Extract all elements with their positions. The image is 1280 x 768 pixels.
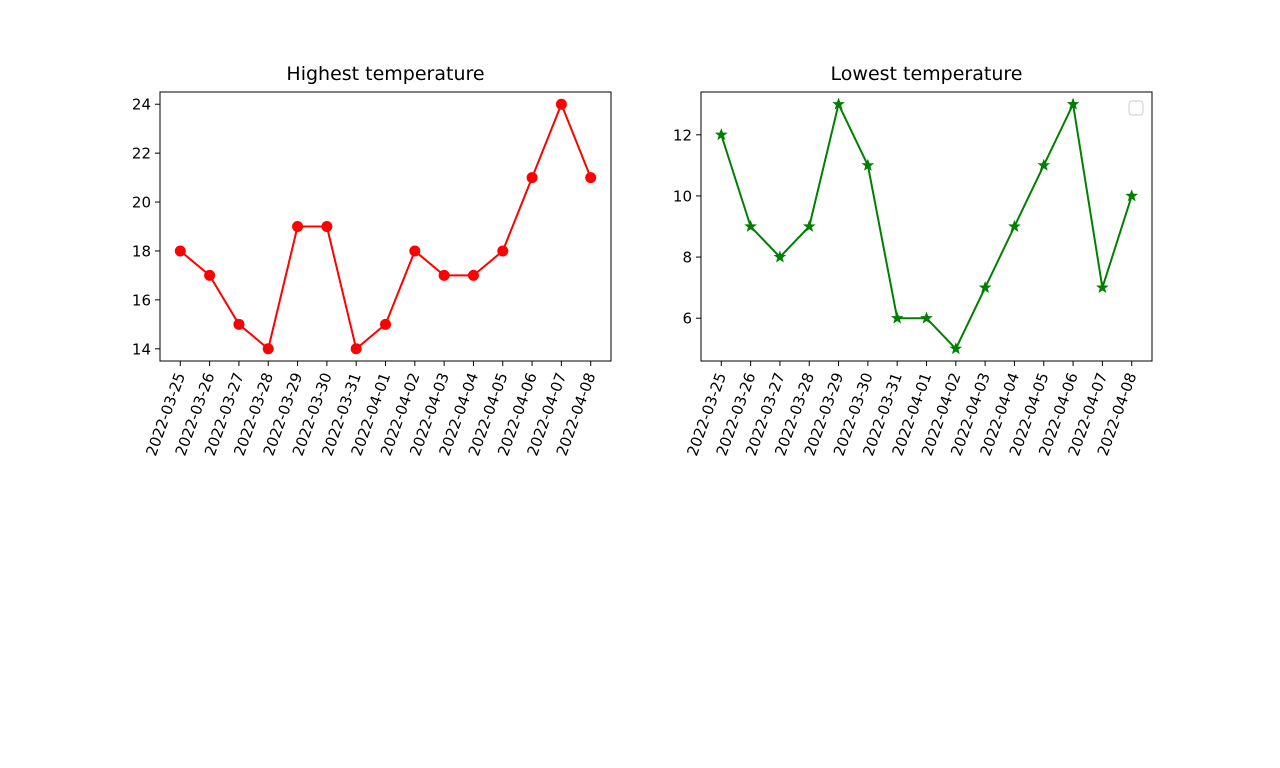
data-point	[262, 343, 274, 355]
data-point	[744, 219, 757, 232]
y-tick-label: 24	[132, 96, 151, 114]
data-point	[467, 269, 479, 281]
y-tick-label: 16	[132, 291, 151, 309]
data-point	[861, 158, 875, 171]
y-tick-label: 20	[132, 194, 151, 212]
data-point	[409, 245, 421, 257]
data-point	[321, 221, 333, 232]
data-point	[1008, 219, 1021, 232]
data-point	[920, 311, 933, 324]
chart-title: Lowest temperature	[831, 63, 1023, 85]
y-tick-label: 22	[132, 145, 151, 163]
y-tick-label: 14	[132, 340, 151, 358]
chart-lowest-temperature: Lowest temperature 6810122022-03-252022-…	[673, 63, 1153, 458]
series-line	[179, 103, 592, 350]
y-tick-label: 6	[682, 310, 692, 328]
chart-highest-temperature: Highest temperature 1416182022242022-03-…	[132, 63, 612, 458]
data-point	[526, 172, 538, 184]
data-point	[497, 245, 509, 257]
data-point	[802, 219, 816, 232]
legend-box	[1128, 100, 1144, 116]
data-point	[978, 280, 992, 294]
data-point	[890, 311, 904, 324]
data-point	[832, 97, 845, 110]
data-point	[438, 269, 450, 281]
data-point	[585, 172, 597, 184]
data-point	[1037, 158, 1051, 171]
data-point	[380, 318, 391, 330]
data-point	[350, 343, 362, 355]
chart-title: Highest temperature	[286, 63, 484, 85]
data-point	[174, 245, 186, 257]
data-point	[204, 269, 216, 281]
data-point	[714, 128, 728, 141]
data-point	[773, 250, 787, 263]
data-point	[1096, 280, 1109, 294]
data-point	[949, 342, 963, 355]
data-point	[292, 221, 304, 232]
data-point	[1125, 189, 1139, 202]
y-tick-label: 12	[673, 126, 692, 144]
y-tick-label: 10	[673, 187, 692, 205]
data-point	[1066, 97, 1080, 110]
data-point	[233, 318, 245, 330]
data-point	[555, 98, 567, 110]
y-tick-label: 18	[132, 242, 151, 260]
y-tick-label: 8	[682, 249, 692, 267]
